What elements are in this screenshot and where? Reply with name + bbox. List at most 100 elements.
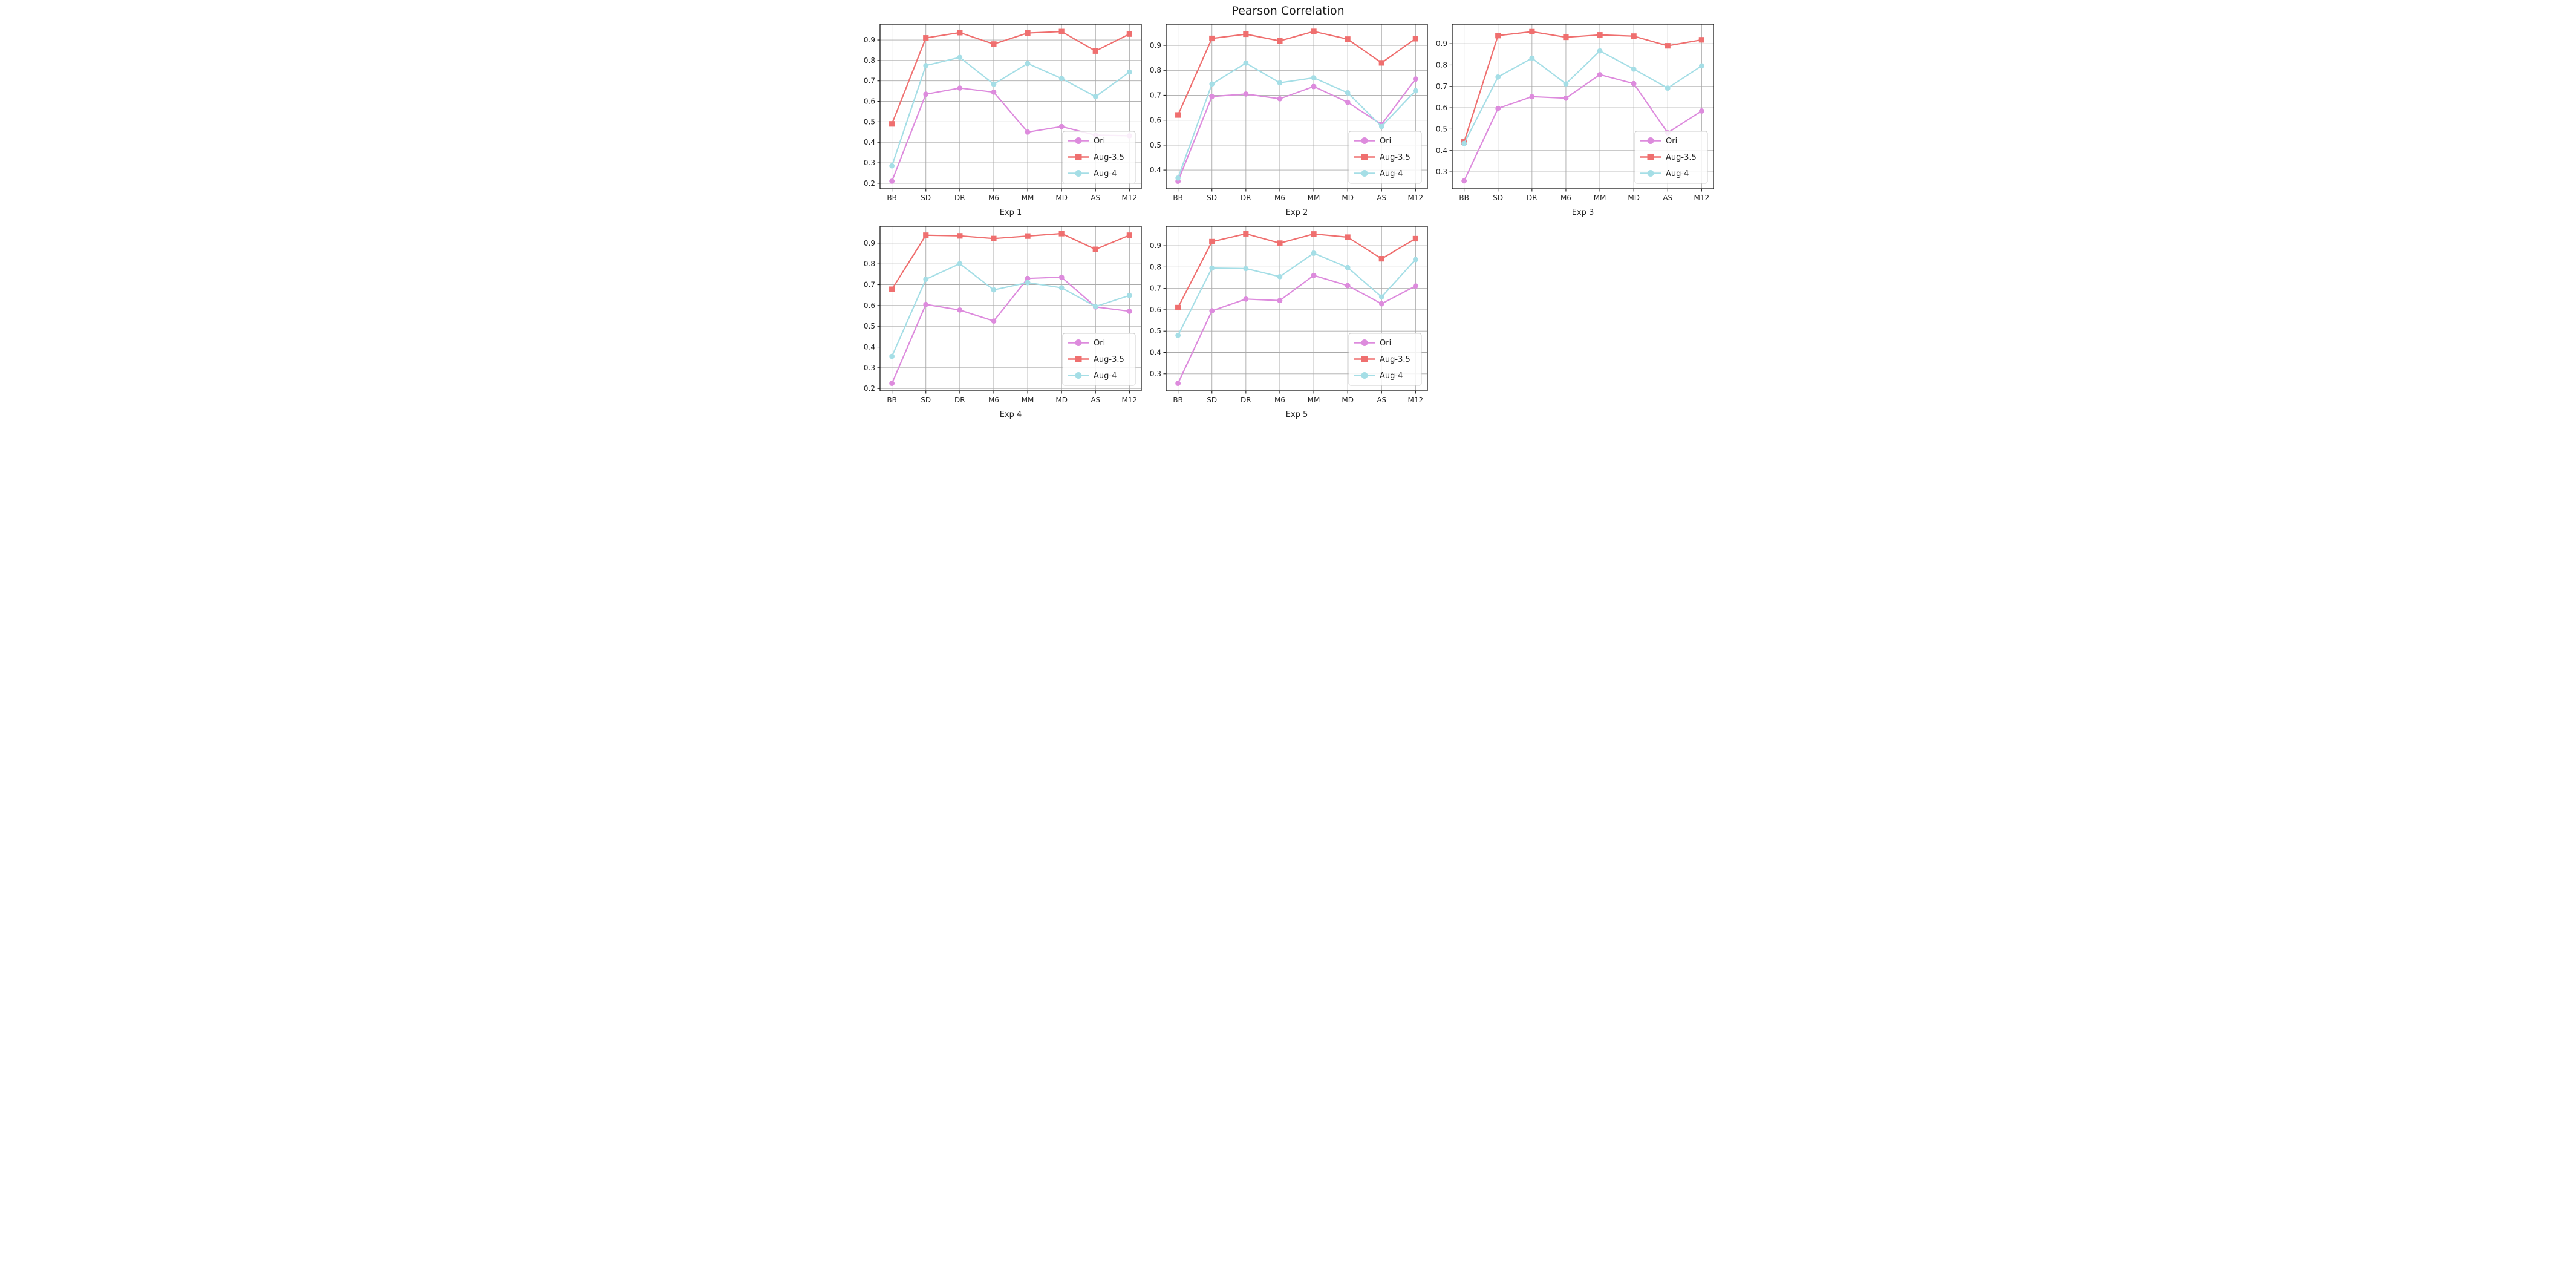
subplot-row-2: BB SD DR M6 MM MD AS M12 0.2 0.3 0.4 0.5 0.6 0.7 0.8 0.… bbox=[859, 220, 1718, 422]
x-tick-label: DR bbox=[1241, 194, 1251, 202]
subplot-exp-4: BB SD DR M6 MM MD AS M12 0.2 0.3 0.4 0.5 0.6 0.7 0.8 0.… bbox=[859, 220, 1145, 422]
square-marker bbox=[1092, 48, 1098, 54]
square-marker bbox=[1495, 33, 1501, 39]
series-line bbox=[891, 263, 1130, 358]
circle-marker bbox=[1175, 175, 1181, 181]
legend-label: Aug-4 bbox=[1666, 169, 1689, 178]
circle-marker bbox=[991, 89, 996, 95]
square-marker bbox=[1596, 32, 1603, 38]
series-ori bbox=[1175, 272, 1418, 387]
circle-marker bbox=[1345, 99, 1351, 105]
square-marker bbox=[1175, 304, 1181, 311]
circle-marker bbox=[1631, 80, 1637, 87]
circle-marker bbox=[1345, 264, 1351, 270]
x-tick-label: M12 bbox=[1121, 194, 1137, 202]
circle-marker bbox=[1058, 123, 1065, 129]
x-tick-label: SD bbox=[1493, 194, 1503, 202]
y-tick-label: 0.6 bbox=[1435, 103, 1447, 112]
circle-marker bbox=[1175, 381, 1181, 387]
circle-marker bbox=[1311, 83, 1316, 90]
series-aug-3-5 bbox=[1175, 28, 1418, 118]
circle-marker bbox=[889, 163, 895, 169]
x-tick-label: DR bbox=[1241, 396, 1251, 404]
subplot-row-1: BB SD DR M6 MM MD AS M12 0.2 0.3 0.4 0.5 0.6 0.7 0.8 0.… bbox=[859, 18, 1718, 220]
circle-marker bbox=[1311, 272, 1316, 278]
legend-label: Ori bbox=[1380, 339, 1391, 348]
y-tick-label: 0.5 bbox=[1435, 125, 1447, 133]
y-tick-label: 0.9 bbox=[1435, 39, 1447, 48]
circle-marker bbox=[922, 91, 928, 97]
axis-ticks bbox=[1449, 43, 1702, 192]
square-marker bbox=[889, 121, 895, 127]
circle-marker bbox=[1242, 91, 1248, 97]
circle-marker bbox=[1378, 301, 1384, 307]
series-ori bbox=[1461, 71, 1704, 184]
axis-tick-labels: BB SD DR M6 MM MD AS M12 0.2 0.3 0.4 0.5 0.6 0.7 0.8 0.… bbox=[863, 36, 1136, 202]
square-marker bbox=[1412, 36, 1418, 42]
square-marker bbox=[956, 30, 962, 36]
circle-marker bbox=[922, 301, 928, 307]
circle-marker bbox=[1092, 304, 1098, 309]
series-line bbox=[1177, 252, 1416, 336]
axis-ticks bbox=[877, 39, 1130, 192]
circle-marker bbox=[956, 54, 962, 61]
square-marker bbox=[1024, 233, 1031, 239]
axes-border bbox=[1451, 24, 1714, 189]
circle-marker bbox=[1631, 66, 1637, 72]
axis-tick-labels: BB SD DR M6 MM MD AS M12 0.2 0.3 0.4 0.5 0.6 0.7 0.8 0.… bbox=[863, 239, 1136, 404]
series-line bbox=[1463, 31, 1702, 143]
figure: Pearson Correlation BB SD DR M6 MM MD AS M12 0.2… bbox=[858, 0, 1718, 424]
y-tick-label: 0.8 bbox=[1149, 263, 1161, 271]
legend-label: Aug-3.5 bbox=[1666, 153, 1697, 162]
x-tick-label: M6 bbox=[1274, 396, 1285, 404]
y-tick-label: 0.8 bbox=[1149, 66, 1161, 74]
circle-marker bbox=[1563, 81, 1568, 87]
y-tick-label: 0.3 bbox=[863, 364, 875, 372]
x-tick-label: MM bbox=[1593, 194, 1606, 202]
legend-label: Aug-4 bbox=[1094, 371, 1117, 381]
y-tick-label: 0.9 bbox=[863, 36, 875, 44]
square-marker bbox=[1412, 235, 1418, 242]
y-tick-label: 0.3 bbox=[1435, 168, 1447, 176]
series-line bbox=[891, 56, 1130, 167]
series-aug-4 bbox=[1461, 48, 1704, 146]
series-line bbox=[1463, 50, 1702, 145]
circle-marker bbox=[1126, 69, 1132, 75]
x-tick-label: MM bbox=[1021, 396, 1034, 404]
y-tick-label: 0.9 bbox=[1149, 241, 1161, 250]
x-tick-label: AS bbox=[1091, 396, 1100, 404]
y-tick-label: 0.8 bbox=[1435, 61, 1447, 69]
series-aug-4 bbox=[889, 261, 1132, 359]
y-tick-label: 0.7 bbox=[1435, 82, 1447, 91]
y-tick-label: 0.9 bbox=[863, 239, 875, 247]
circle-marker bbox=[1058, 76, 1065, 82]
legend: Ori Aug-3.5 Aug-4 bbox=[1348, 131, 1421, 184]
series-line bbox=[1177, 275, 1416, 384]
circle-marker bbox=[1345, 90, 1351, 96]
gridlines bbox=[879, 24, 1141, 189]
x-tick-label: AS bbox=[1377, 396, 1386, 404]
circle-marker bbox=[1277, 80, 1282, 86]
square-marker bbox=[1242, 231, 1248, 237]
y-tick-label: 0.9 bbox=[1149, 41, 1161, 50]
series-aug-4 bbox=[1175, 250, 1418, 338]
y-tick-label: 0.7 bbox=[863, 77, 875, 85]
legend-label: Aug-3.5 bbox=[1380, 153, 1410, 162]
y-tick-label: 0.3 bbox=[1149, 370, 1161, 378]
circle-marker bbox=[1563, 95, 1568, 101]
chart-svg: BB SD DR M6 MM MD AS M12 0.2 0.3 0.4 0.5 0.6 0.7 0.8 0.… bbox=[863, 24, 1142, 217]
axes-border bbox=[879, 226, 1142, 391]
chart-svg: BB SD DR M6 MM MD AS M12 0.2 0.3 0.4 0.5 0.6 0.7 0.8 0.… bbox=[863, 226, 1142, 419]
circle-marker bbox=[1242, 266, 1248, 272]
square-marker bbox=[1276, 38, 1283, 44]
circle-marker bbox=[1311, 250, 1316, 256]
series-aug-3-5 bbox=[1175, 231, 1418, 311]
square-marker bbox=[1665, 43, 1671, 49]
series-line bbox=[1177, 233, 1416, 309]
series-line bbox=[891, 232, 1130, 290]
y-tick-label: 0.7 bbox=[1149, 91, 1161, 99]
circle-marker bbox=[1277, 298, 1282, 304]
x-tick-label: MM bbox=[1307, 396, 1320, 404]
square-marker bbox=[889, 286, 895, 292]
series-line bbox=[1177, 30, 1416, 116]
